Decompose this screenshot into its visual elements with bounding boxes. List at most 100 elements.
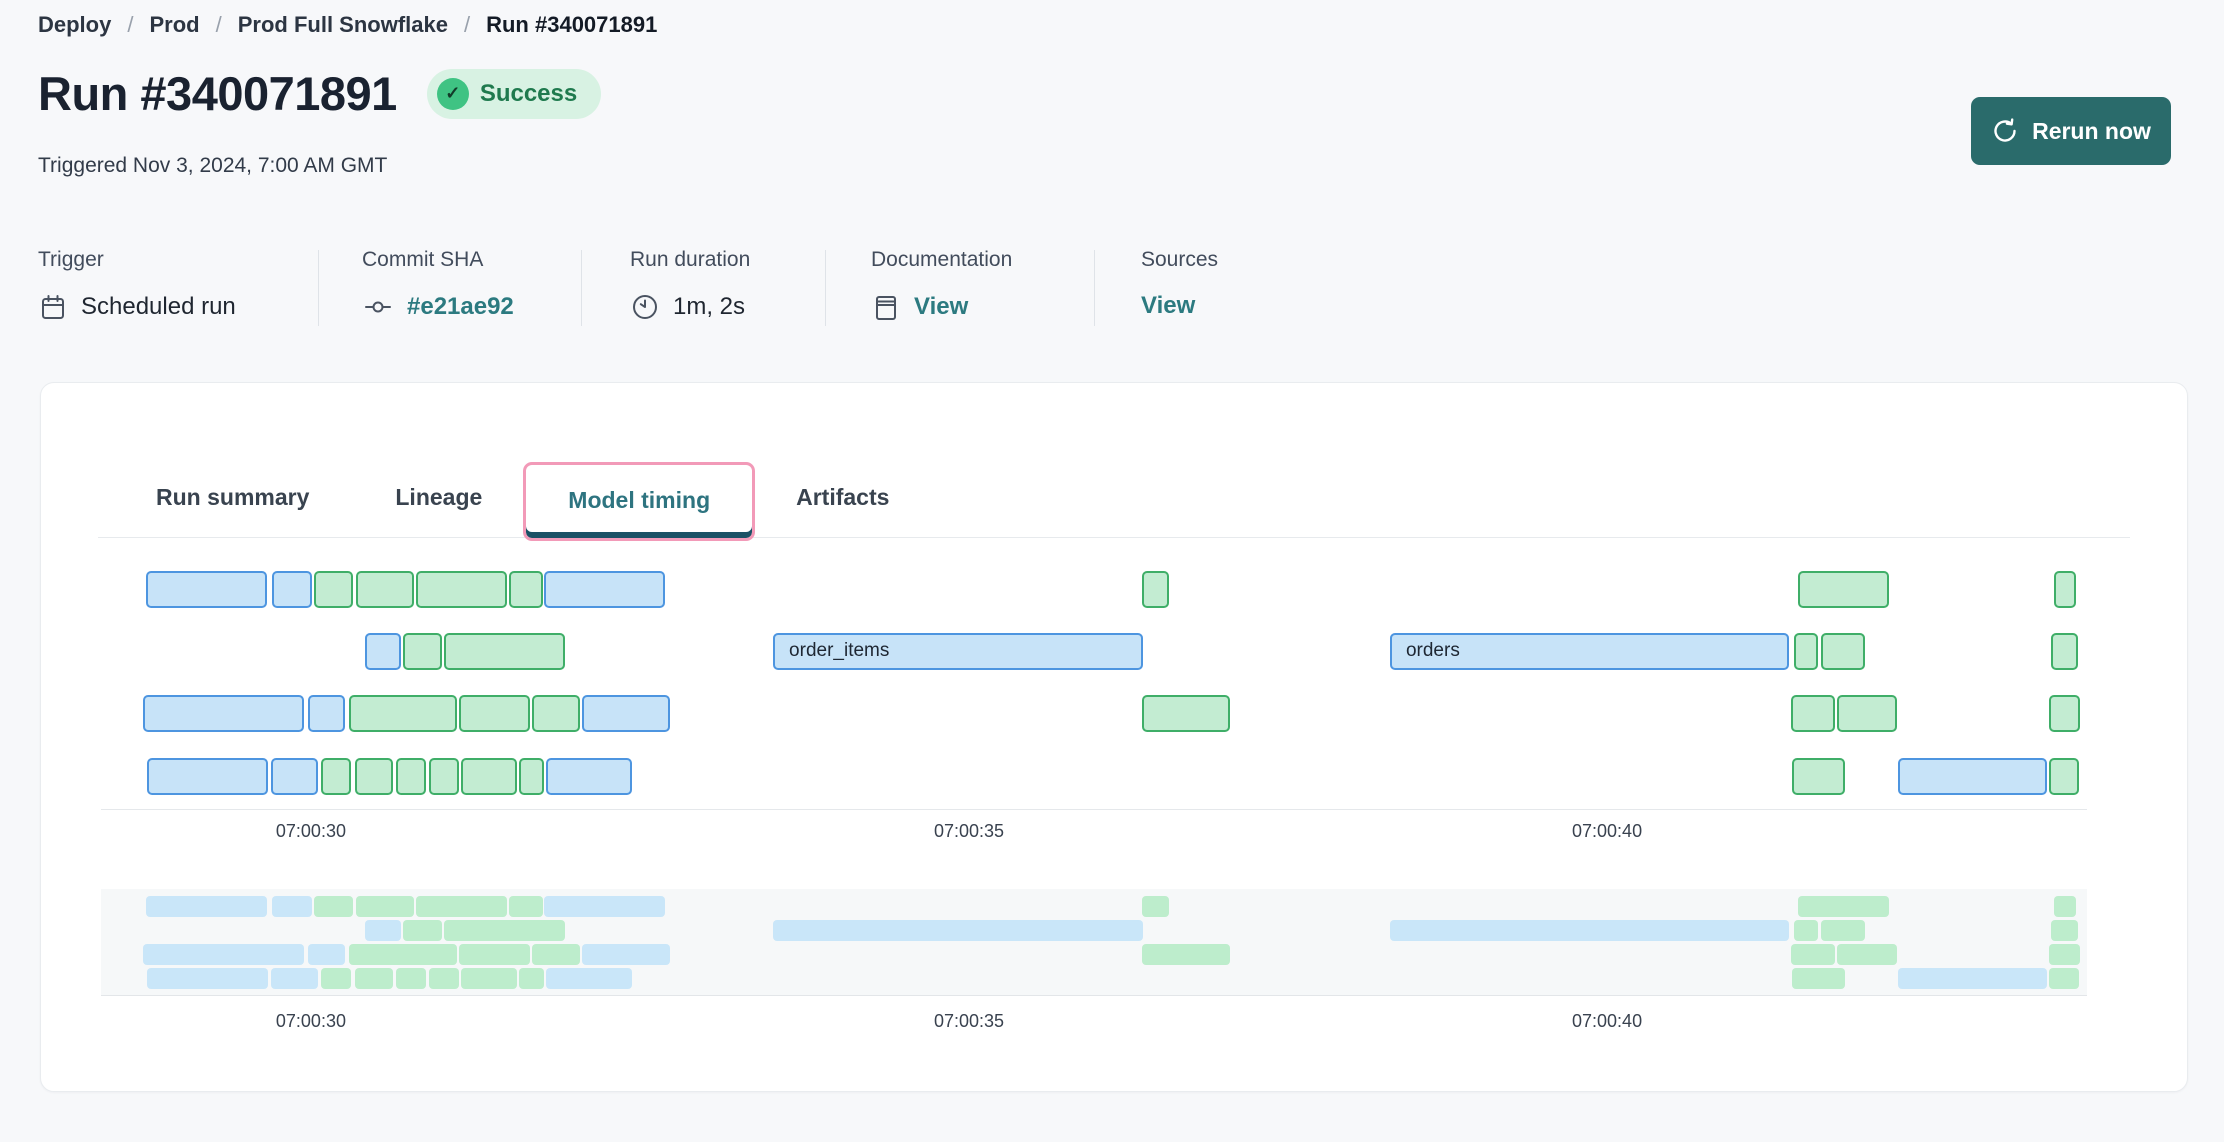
gantt-bar[interactable]: [518, 758, 544, 795]
gantt-bar-orders: [1389, 920, 1790, 941]
gantt-bar[interactable]: [355, 571, 414, 608]
run-duration-value: 1m, 2s: [673, 293, 746, 320]
tab-lineage[interactable]: Lineage: [395, 484, 483, 510]
axis-tick: 07:00:35: [933, 1011, 1005, 1031]
gantt-bar: [460, 968, 517, 989]
gantt-bar[interactable]: [1836, 695, 1897, 732]
gantt-bar: [444, 920, 566, 941]
breadcrumb-environment[interactable]: Prod Full Snowflake: [237, 12, 448, 37]
page-title: Run #340071891: [38, 67, 397, 120]
tab-artifacts[interactable]: Artifacts: [796, 484, 890, 510]
gantt-bar[interactable]: [395, 758, 426, 795]
tabs: Run summary Lineage Model timing Artifac…: [98, 458, 2130, 541]
gantt-bar[interactable]: [308, 695, 346, 732]
gantt-bar[interactable]: [2048, 695, 2081, 732]
meta-sources: Sources View: [1141, 248, 1218, 320]
model-timing-minimap[interactable]: [101, 889, 2087, 996]
documentation-view-link[interactable]: View: [914, 293, 969, 320]
gantt-bar-order_items[interactable]: order_items: [773, 633, 1143, 670]
meta-divider: [825, 250, 826, 326]
gantt-bar: [395, 968, 426, 989]
gantt-bar[interactable]: [348, 695, 457, 732]
model-timing-gantt: order_items orders: [101, 571, 2087, 810]
gantt-bar[interactable]: [1791, 758, 1845, 795]
gantt-bar: [2050, 920, 2078, 941]
gantt-bar[interactable]: [142, 695, 304, 732]
gantt-bar[interactable]: [531, 695, 580, 732]
gantt-bar[interactable]: [509, 571, 543, 608]
rerun-now-button[interactable]: Rerun now: [1971, 97, 2171, 165]
trigger-value: Scheduled run: [81, 293, 236, 320]
axis-tick: 07:00:40: [1572, 821, 1643, 841]
clock-icon: [633, 295, 657, 319]
gantt-bar[interactable]: [416, 571, 508, 608]
gantt-bar[interactable]: [354, 758, 393, 795]
gantt-bar: [321, 968, 352, 989]
check-circle-icon: ✓: [436, 77, 469, 110]
gantt-bar: [142, 944, 304, 965]
gantt-bar[interactable]: [458, 695, 530, 732]
gantt-bar: [1836, 944, 1897, 965]
gantt-bar[interactable]: [1821, 633, 1866, 670]
gantt-bar: [1142, 896, 1169, 917]
gantt-bar[interactable]: [271, 571, 312, 608]
gantt-bar[interactable]: [460, 758, 517, 795]
gantt-bar: [581, 944, 671, 965]
gantt-bar: [147, 968, 269, 989]
gantt-bar[interactable]: [147, 758, 269, 795]
triggered-timestamp: Triggered Nov 3, 2024, 7:00 AM GMT: [38, 154, 388, 177]
gantt-bar[interactable]: [1142, 571, 1169, 608]
commit-sha-link[interactable]: #e21ae92: [407, 293, 514, 320]
meta-commit-sha: Commit SHA #e21ae92: [362, 248, 514, 322]
gantt-bar[interactable]: [365, 633, 402, 670]
gantt-bar[interactable]: [581, 695, 671, 732]
tab-model-timing[interactable]: Model timing: [523, 462, 756, 541]
gantt-bar[interactable]: [321, 758, 352, 795]
gantt-bar[interactable]: [1797, 571, 1889, 608]
gantt-bar[interactable]: [444, 633, 566, 670]
commit-icon: [365, 301, 391, 313]
gantt-bar[interactable]: [2054, 571, 2076, 608]
gantt-bar: [416, 896, 508, 917]
minimap-row-3: [141, 944, 2081, 965]
gantt-row-3: [141, 695, 2081, 732]
sources-view-link[interactable]: View: [1141, 292, 1196, 319]
gantt-bar[interactable]: [146, 571, 268, 608]
meta-trigger: Trigger Scheduled run: [38, 248, 236, 322]
gantt-bar[interactable]: [429, 758, 460, 795]
gantt-bar[interactable]: [543, 571, 665, 608]
gantt-bar: [509, 896, 543, 917]
gantt-bar[interactable]: [270, 758, 318, 795]
gantt-bar: [1791, 968, 1845, 989]
gantt-bar: [348, 944, 457, 965]
gantt-bar[interactable]: [1790, 695, 1835, 732]
breadcrumb-prod[interactable]: Prod: [149, 12, 200, 37]
gantt-bar: [1821, 920, 1866, 941]
gantt-row-2: order_items orders: [141, 633, 2081, 670]
gantt-bar[interactable]: [1898, 758, 2048, 795]
gantt-bar-orders[interactable]: orders: [1389, 633, 1790, 670]
breadcrumb-separator: /: [215, 12, 222, 37]
gantt-bar-label: order_items: [789, 640, 890, 661]
meta-label-duration: Run duration: [630, 248, 751, 271]
axis-tick: 07:00:30: [275, 821, 346, 841]
gantt-bar[interactable]: [1142, 695, 1231, 732]
run-detail-card: Run summary Lineage Model timing Artifac…: [40, 382, 2188, 1092]
gantt-bar[interactable]: [546, 758, 632, 795]
meta-label-commit: Commit SHA: [362, 248, 484, 271]
gantt-bar: [403, 920, 443, 941]
rerun-now-label: Rerun now: [2032, 117, 2151, 144]
breadcrumb-deploy[interactable]: Deploy: [38, 12, 112, 37]
gantt-bar-label: orders: [1405, 640, 1460, 661]
minimap-row-4: [141, 968, 2081, 989]
meta-label-trigger: Trigger: [38, 248, 104, 271]
gantt-bar[interactable]: [314, 571, 354, 608]
gantt-bar: [2054, 896, 2076, 917]
gantt-bar[interactable]: [1794, 633, 1819, 670]
gantt-bar[interactable]: [403, 633, 443, 670]
gantt-bar[interactable]: [2050, 633, 2078, 670]
gantt-bar: [1797, 896, 1889, 917]
tab-run-summary[interactable]: Run summary: [156, 484, 310, 510]
gantt-bar[interactable]: [2048, 758, 2080, 795]
